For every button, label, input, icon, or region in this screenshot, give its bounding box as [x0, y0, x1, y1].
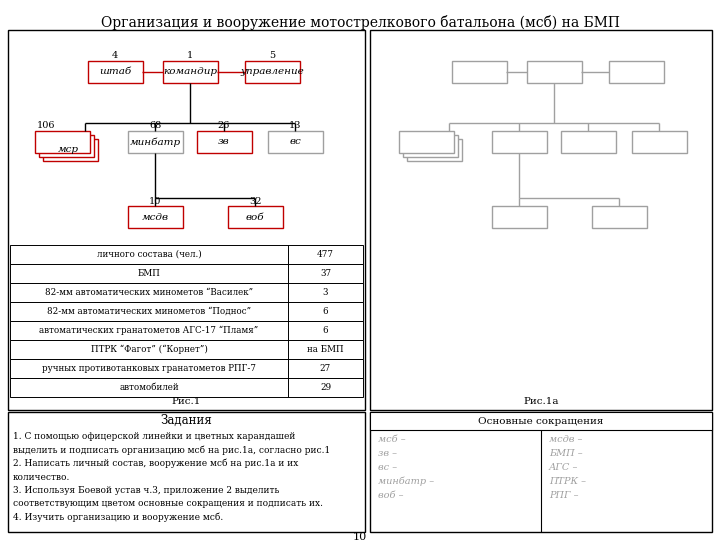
Text: 82-мм автоматических минометов “Поднос”: 82-мм автоматических минометов “Поднос” [47, 307, 251, 316]
Text: ПТРК –: ПТРК – [549, 477, 586, 486]
Text: 1. С помощью офицерской линейки и цветных карандашей: 1. С помощью офицерской линейки и цветны… [13, 432, 295, 441]
Bar [10, 340, 363, 359]
Text: воб: воб [246, 213, 264, 221]
Text: 10: 10 [149, 197, 161, 206]
Text: РПГ –: РПГ – [549, 491, 578, 500]
Bar [10, 283, 363, 302]
Bar [370, 412, 712, 430]
Text: вс: вс [289, 138, 301, 146]
Text: 68: 68 [149, 122, 161, 131]
Bar [592, 206, 647, 228]
Bar [609, 61, 664, 83]
Text: 10: 10 [353, 532, 367, 540]
Text: Организация и вооружение мотострелкового батальона (мсб) на БМП: Организация и вооружение мотострелкового… [101, 15, 619, 30]
Bar [561, 131, 616, 153]
Text: 4. Изучить организацию и вооружение мсб.: 4. Изучить организацию и вооружение мсб. [13, 513, 223, 523]
Bar [10, 378, 363, 397]
Text: минбатр: минбатр [130, 137, 181, 147]
Bar [407, 139, 462, 161]
Text: зв –: зв – [378, 449, 397, 458]
Bar [403, 135, 458, 157]
Bar [197, 131, 252, 153]
Text: 6: 6 [323, 307, 328, 316]
Text: выделить и подписать организацию мсб на рис.1a, согласно рис.1: выделить и подписать организацию мсб на … [13, 446, 330, 455]
Text: 6: 6 [323, 326, 328, 335]
Text: БМП: БМП [138, 269, 161, 278]
Bar [228, 206, 283, 228]
Text: 37: 37 [320, 269, 331, 278]
Text: мсб –: мсб – [378, 435, 405, 444]
Text: управление: управление [240, 68, 304, 77]
Bar [8, 412, 365, 532]
Text: 26: 26 [218, 122, 230, 131]
Bar [39, 135, 94, 157]
Text: личного состава (чел.): личного состава (чел.) [96, 250, 202, 259]
Text: Рис.1а: Рис.1а [523, 397, 559, 407]
Bar [492, 206, 547, 228]
Text: БМП –: БМП – [549, 449, 582, 458]
Text: 13: 13 [289, 122, 301, 131]
Bar [268, 131, 323, 153]
Bar [399, 131, 454, 153]
Text: 3. Используя Боевой устав ч.3, приложение 2 выделить: 3. Используя Боевой устав ч.3, приложени… [13, 486, 279, 495]
Text: на БМП: на БМП [307, 345, 344, 354]
Bar [10, 321, 363, 340]
Text: АГС –: АГС – [549, 463, 578, 472]
Bar [8, 30, 365, 410]
Text: 1: 1 [187, 51, 193, 60]
Text: вс –: вс – [378, 463, 397, 472]
Text: ручных противотанковых гранатометов РПГ-7: ручных противотанковых гранатометов РПГ-… [42, 364, 256, 373]
Bar [370, 412, 712, 532]
Text: мсдв: мсдв [142, 213, 168, 221]
Text: количество.: количество. [13, 472, 71, 482]
Text: 477: 477 [317, 250, 334, 259]
Text: автоматических гранатометов АГС-17 “Пламя”: автоматических гранатометов АГС-17 “Плам… [40, 326, 258, 335]
Text: минбатр –: минбатр – [378, 477, 434, 487]
Text: 4: 4 [112, 51, 118, 60]
Text: автомобилей: автомобилей [120, 383, 179, 392]
Text: зв: зв [218, 138, 230, 146]
Text: воб –: воб – [378, 491, 403, 500]
Bar [245, 61, 300, 83]
Bar [10, 245, 363, 264]
Bar [10, 359, 363, 378]
Text: мсдв –: мсдв – [549, 435, 582, 444]
Text: мср: мср [58, 145, 78, 154]
Text: Основные сокращения: Основные сокращения [478, 416, 603, 426]
Bar [10, 264, 363, 283]
Text: Рис.1: Рис.1 [172, 397, 201, 407]
Text: Задания: Задания [161, 414, 212, 427]
Bar [492, 131, 547, 153]
Text: 106: 106 [37, 122, 55, 131]
Text: 27: 27 [320, 364, 331, 373]
Bar [527, 61, 582, 83]
Bar [128, 206, 183, 228]
Bar [43, 139, 98, 161]
Text: 82-мм автоматических минометов “Василек”: 82-мм автоматических минометов “Василек” [45, 288, 253, 297]
Text: 32: 32 [248, 197, 261, 206]
Text: соответствующим цветом основные сокращения и подписать их.: соответствующим цветом основные сокращен… [13, 500, 323, 509]
Text: ПТРК “Фагот” (“Корнет”): ПТРК “Фагот” (“Корнет”) [91, 345, 207, 354]
Text: командир: командир [163, 68, 217, 77]
Text: 29: 29 [320, 383, 331, 392]
Text: штаб: штаб [99, 68, 131, 77]
Text: 2. Написать личный состав, вооружение мсб на рис.1a и их: 2. Написать личный состав, вооружение мс… [13, 459, 298, 469]
Bar [128, 131, 183, 153]
Bar [452, 61, 507, 83]
Text: 5: 5 [269, 51, 275, 60]
Bar [163, 61, 218, 83]
Bar [10, 302, 363, 321]
Text: 3: 3 [323, 288, 328, 297]
Bar [370, 30, 712, 410]
Bar [35, 131, 90, 153]
Bar [632, 131, 687, 153]
Bar [88, 61, 143, 83]
